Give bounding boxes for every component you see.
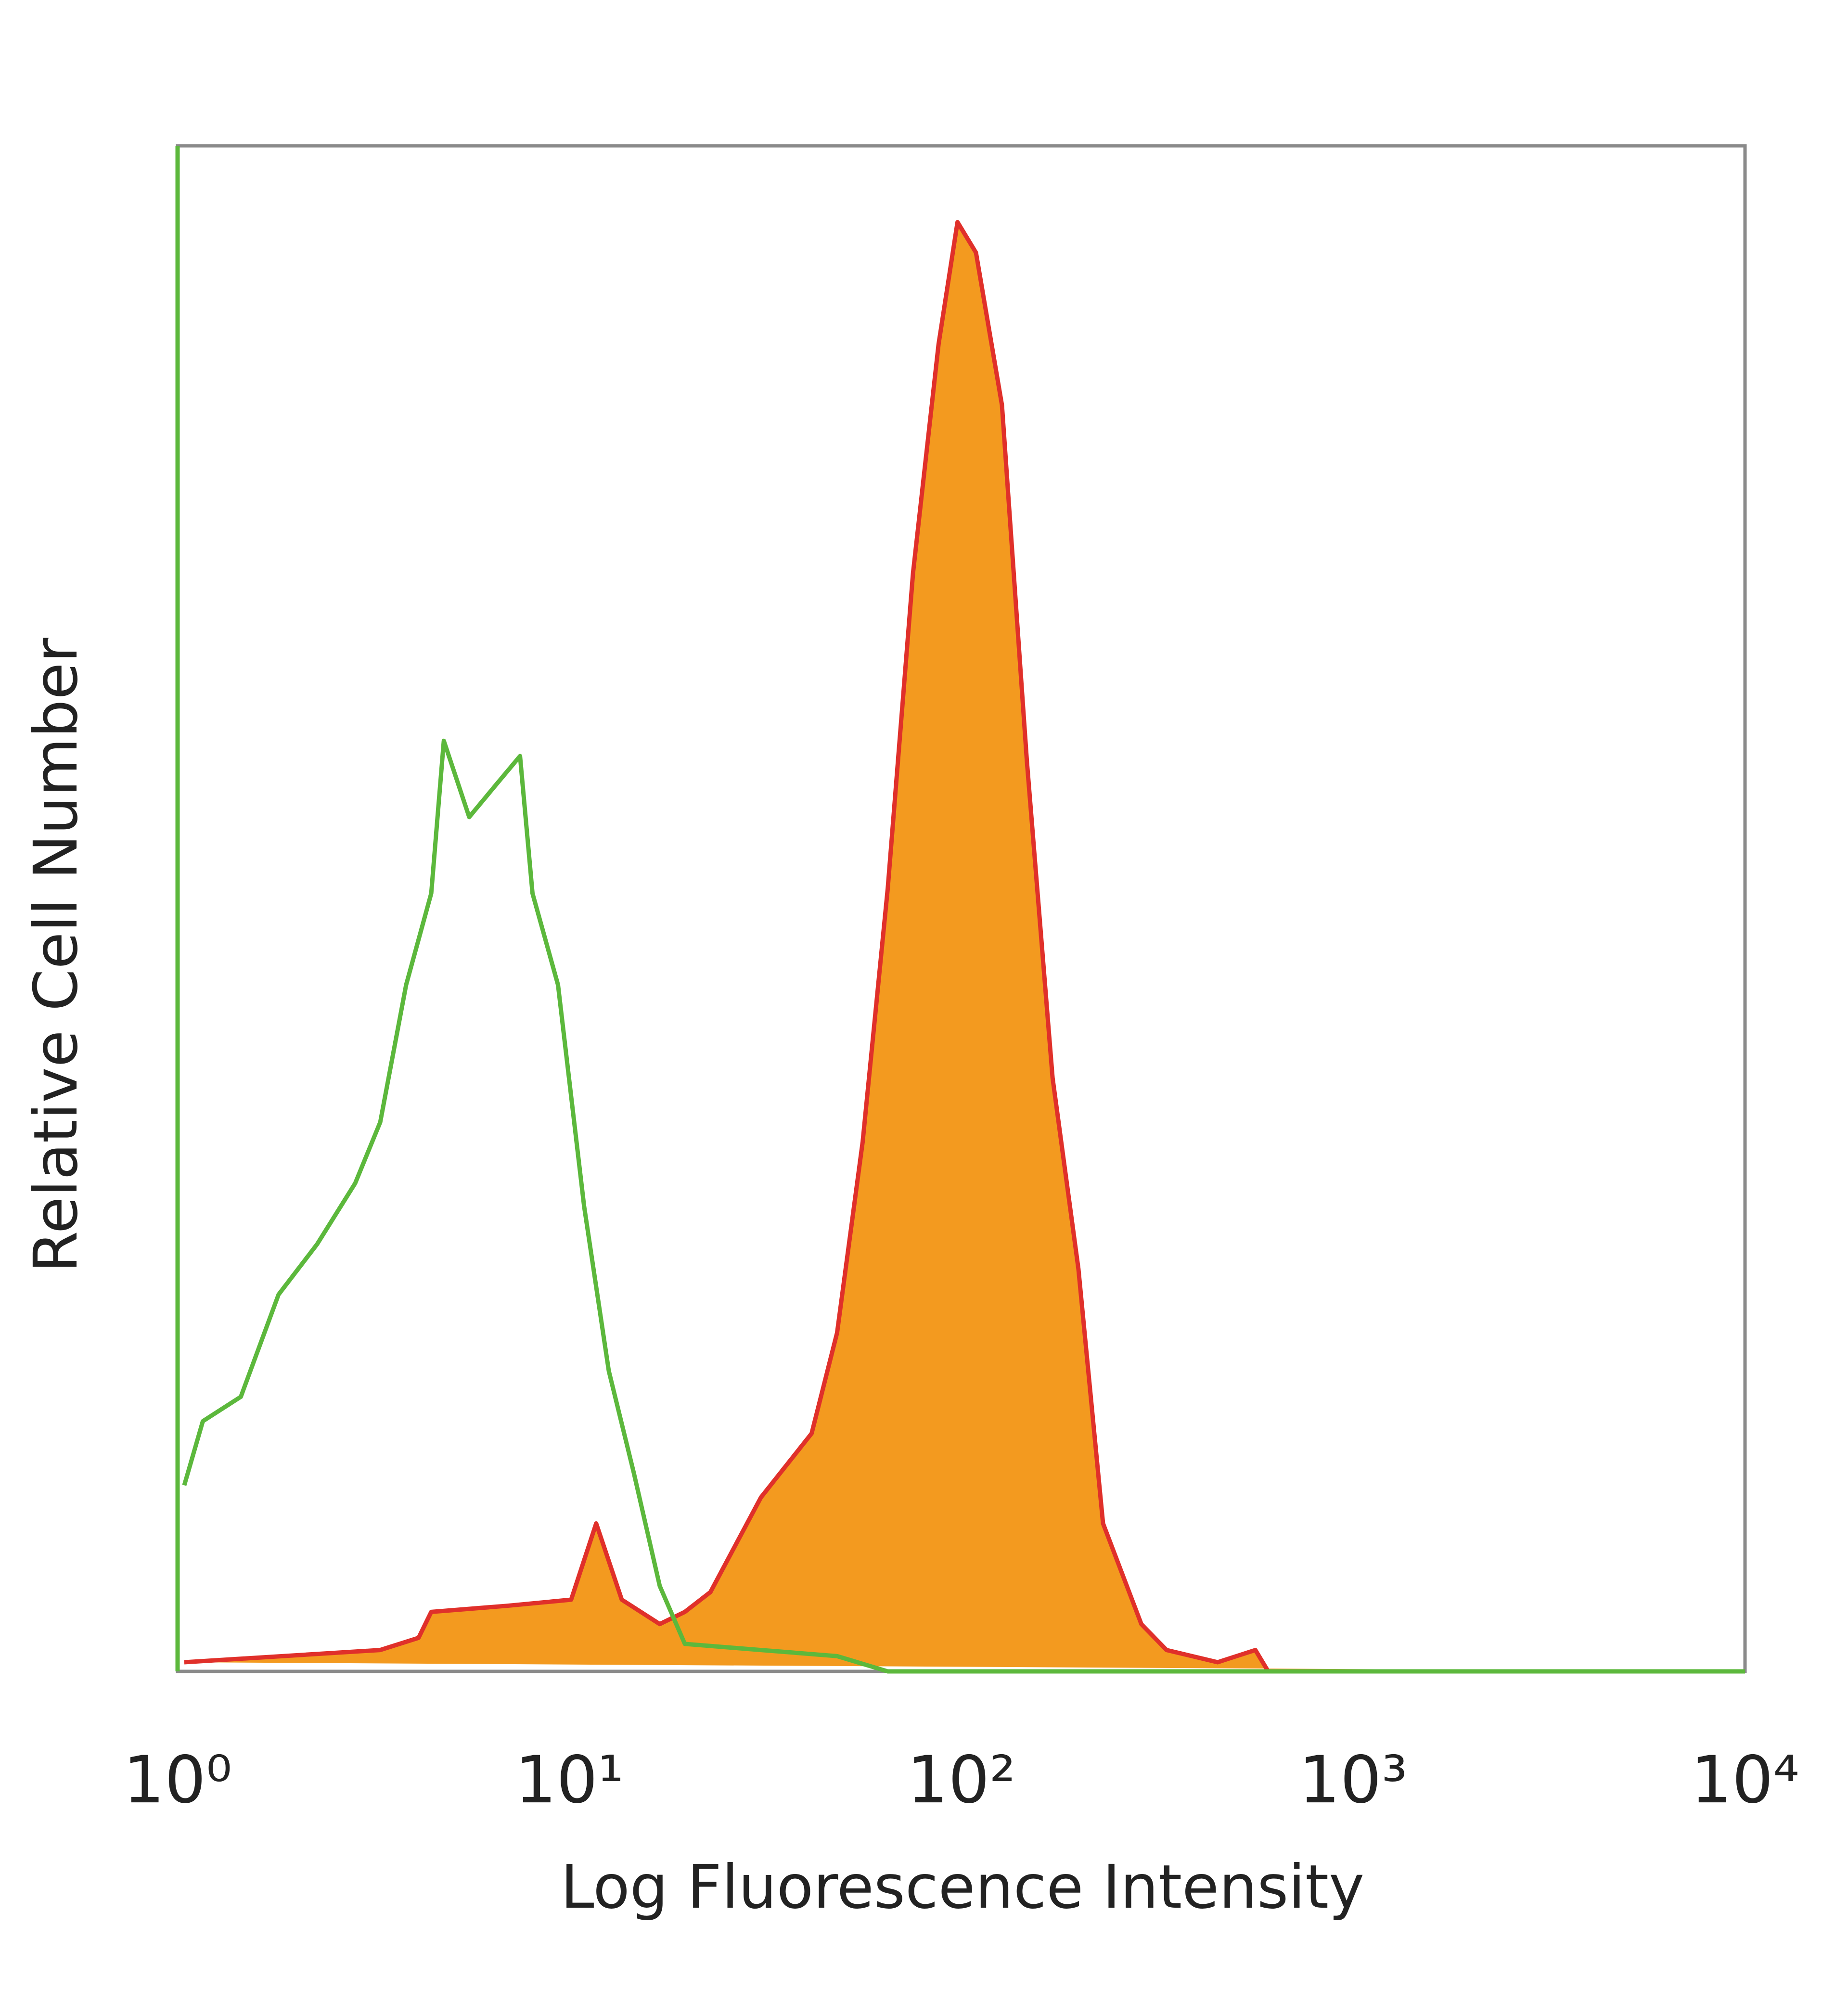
x-tick-label: 10² — [907, 1742, 1016, 1818]
histogram-line — [182, 738, 1745, 1674]
x-tick-label: 10³ — [1299, 1742, 1408, 1818]
histogram-line — [184, 220, 1745, 1674]
histogram-fill — [184, 222, 1745, 1671]
y-axis-label: Relative Cell Number — [21, 638, 91, 1273]
x-tick-label: 10⁰ — [123, 1742, 232, 1818]
x-axis-label: Log Fluorescence Intensity — [561, 1852, 1364, 1922]
x-tick-label: 10¹ — [515, 1742, 624, 1818]
x-tick-label: 10⁴ — [1691, 1742, 1799, 1818]
